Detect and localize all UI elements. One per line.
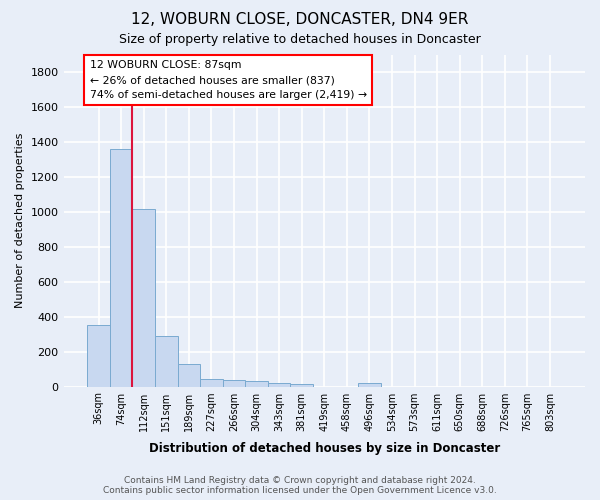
Bar <box>110 149 133 386</box>
Text: 12, WOBURN CLOSE, DONCASTER, DN4 9ER: 12, WOBURN CLOSE, DONCASTER, DN4 9ER <box>131 12 469 28</box>
Bar <box>155 336 178 386</box>
Y-axis label: Number of detached properties: Number of detached properties <box>15 133 25 308</box>
Bar <box>245 382 268 386</box>
Bar <box>358 383 381 386</box>
Text: Contains HM Land Registry data © Crown copyright and database right 2024.
Contai: Contains HM Land Registry data © Crown c… <box>103 476 497 495</box>
Bar <box>178 364 200 386</box>
Bar <box>87 324 110 386</box>
Bar <box>268 383 290 386</box>
Text: 12 WOBURN CLOSE: 87sqm
← 26% of detached houses are smaller (837)
74% of semi-de: 12 WOBURN CLOSE: 87sqm ← 26% of detached… <box>89 60 367 100</box>
Bar <box>133 208 155 386</box>
Bar <box>290 384 313 386</box>
Text: Size of property relative to detached houses in Doncaster: Size of property relative to detached ho… <box>119 32 481 46</box>
X-axis label: Distribution of detached houses by size in Doncaster: Distribution of detached houses by size … <box>149 442 500 455</box>
Bar <box>223 380 245 386</box>
Bar <box>200 378 223 386</box>
